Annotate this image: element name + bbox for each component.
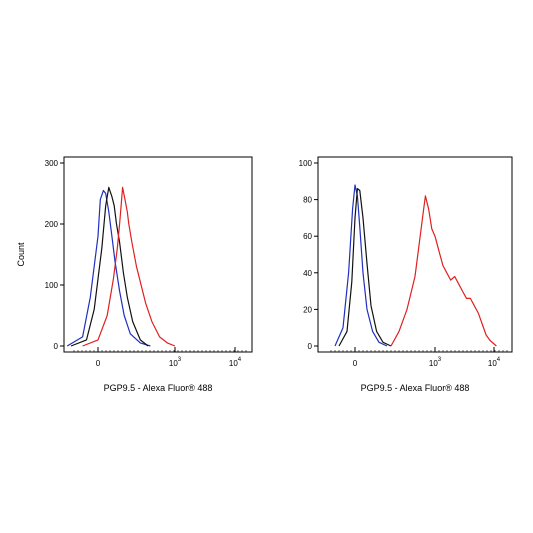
y-tick-label: 20 xyxy=(303,305,312,314)
x-axis-label: PGP9.5 - Alexa Fluor® 488 xyxy=(104,383,213,393)
x-tick-label: 0 xyxy=(353,359,358,368)
y-axis-label: Count xyxy=(16,242,26,267)
series-line-1 xyxy=(338,188,392,347)
y-tick-label: 200 xyxy=(45,220,59,229)
x-tick-label: 104 xyxy=(488,357,501,368)
plot-frame xyxy=(317,156,513,353)
series-line-0 xyxy=(66,189,151,347)
y-tick-label: 0 xyxy=(308,342,313,351)
series-line-1 xyxy=(70,186,149,347)
y-tick-label: 80 xyxy=(303,196,312,205)
y-tick-label: 40 xyxy=(303,269,312,278)
y-tick-label: 300 xyxy=(45,159,59,168)
series-line-2 xyxy=(390,195,497,347)
series-line-2 xyxy=(82,186,176,347)
y-tick-label: 100 xyxy=(45,281,59,290)
x-tick-label: 0 xyxy=(96,359,101,368)
x-axis-label: PGP9.5 - Alexa Fluor® 488 xyxy=(361,383,470,393)
histogram-left: 0 100 200 300 0 103 104 PGP9.5 - Alexa Fluor® 4… xyxy=(16,156,253,393)
x-tick-label: 103 xyxy=(429,357,442,368)
y-tick-label: 100 xyxy=(299,159,313,168)
y-tick-label: 60 xyxy=(303,232,312,241)
histogram-right: 0 20 40 60 80 100 0 103 104 PGP9.5 - Alexa Fluor®… xyxy=(299,156,513,393)
x-tick-label: 104 xyxy=(229,357,242,368)
plot-frame xyxy=(63,156,253,353)
series-line-0 xyxy=(334,184,388,347)
y-tick-label: 0 xyxy=(54,342,59,351)
x-tick-label: 103 xyxy=(169,357,182,368)
